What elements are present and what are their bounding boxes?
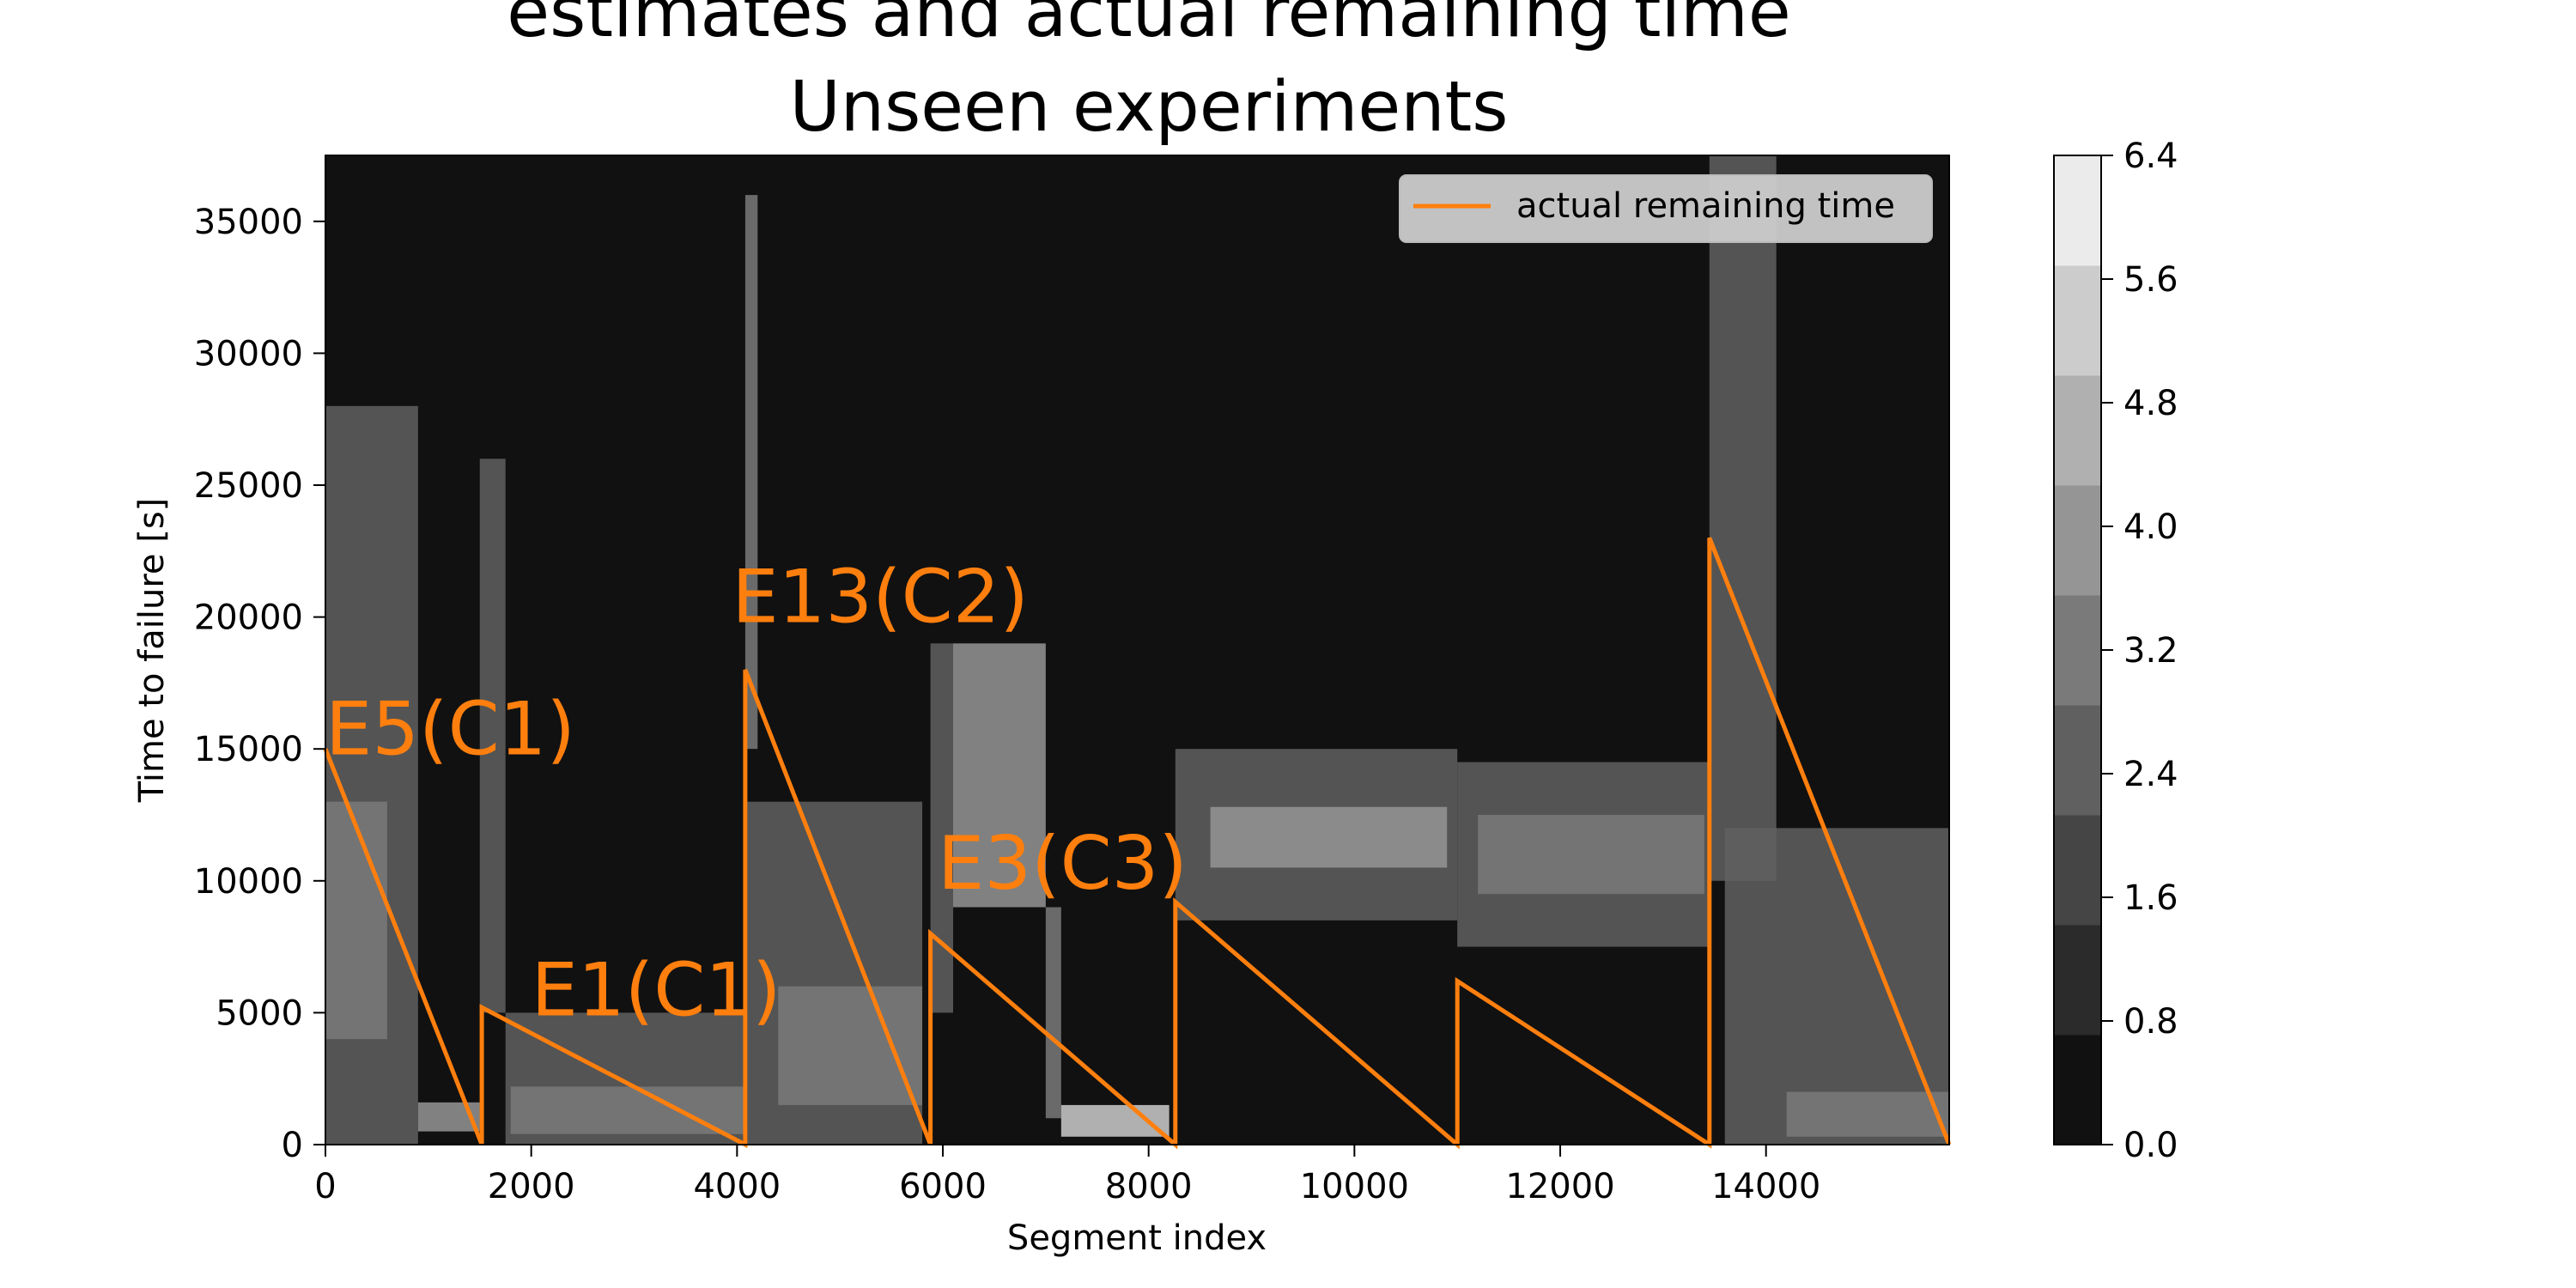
colorbar-level-0	[2054, 1035, 2101, 1145]
colorbar-tick-label-4: 3.2	[2123, 631, 2178, 671]
chart-title-line-2: Unseen experiments	[789, 67, 1508, 148]
annotation-1: E1(C1)	[532, 947, 781, 1033]
y-axis-label: Time to failure [s]	[132, 498, 172, 804]
y-axis: 0 5000 10000 15000 20000 25000 30000 35000	[194, 203, 325, 1165]
y-tick-label-4: 20000	[194, 598, 303, 638]
x-tick-label-5: 10000	[1300, 1167, 1409, 1206]
legend-box	[1399, 174, 1933, 243]
plot-area: E5(C1) E1(C1) E13(C2) E3(C3)	[323, 155, 1952, 1150]
x-tick-label-2: 4000	[693, 1167, 781, 1206]
colorbar: 0.0 0.8 1.6 2.4 3.2 4.0 4.8 5.6 6.4	[2053, 137, 2178, 1165]
heatmap-band-6	[744, 195, 758, 750]
plot-frame	[325, 155, 1950, 1145]
heatmap-band-11	[1045, 907, 1061, 1119]
heatmap-band-8	[778, 986, 923, 1105]
heatmap-band-14	[1210, 806, 1448, 868]
colorbar-level-5	[2054, 485, 2101, 596]
heatmap-band-12	[1060, 1104, 1170, 1137]
colorbar-tick-label-5: 4.0	[2123, 507, 2178, 547]
annotation-3: E3(C3)	[938, 821, 1188, 907]
colorbar-level-4	[2054, 595, 2101, 706]
colorbar-level-1	[2054, 925, 2101, 1036]
actual-remaining-time-series	[323, 537, 1952, 1150]
heatmap-band-17	[1709, 155, 1777, 881]
chart-title-line-1: estimates and actual remaining time	[507, 0, 1790, 53]
colorbar-tick-label-6: 4.8	[2123, 384, 2178, 423]
x-axis: 0 2000 4000 6000 8000 10000 12000 14000	[314, 1145, 1820, 1206]
heatmap-band-19	[1786, 1091, 1949, 1137]
heatmap-band-1	[325, 801, 387, 1040]
y-tick-label-2: 10000	[194, 862, 303, 902]
chart-title: estimates and actual remaining time Unse…	[507, 0, 1790, 148]
colorbar-tick-label-0: 0.0	[2123, 1126, 2178, 1165]
colorbar-level-2	[2054, 815, 2101, 926]
colorbar-tick-label-8: 6.4	[2123, 137, 2178, 176]
legend: actual remaining time	[1399, 174, 1933, 243]
heatmap-band-10	[952, 643, 1046, 908]
y-tick-label-7: 35000	[194, 203, 303, 242]
x-tick-label-6: 12000	[1505, 1167, 1614, 1206]
colorbar-level-6	[2054, 375, 2101, 486]
x-tick-label-3: 6000	[899, 1167, 987, 1206]
annotation-2: E13(C2)	[732, 555, 1029, 641]
y-tick-label-3: 15000	[194, 730, 303, 769]
colorbar-tick-label-2: 1.6	[2123, 878, 2178, 918]
y-tick-label-1: 5000	[216, 993, 303, 1033]
annotation-0: E5(C1)	[325, 686, 575, 772]
y-tick-label-6: 30000	[194, 334, 303, 374]
x-tick-label-1: 2000	[488, 1167, 575, 1206]
colorbar-tick-label-3: 2.4	[2123, 755, 2178, 794]
heatmap-band-3	[479, 459, 506, 1013]
series-line-actual-remaining-time	[323, 537, 1952, 1150]
colorbar-level-7	[2054, 265, 2101, 376]
x-axis-label: Segment index	[1007, 1218, 1267, 1258]
colorbar-level-3	[2054, 705, 2101, 816]
x-tick-label-0: 0	[314, 1167, 336, 1206]
plot-background	[325, 155, 1949, 1145]
x-tick-label-7: 14000	[1711, 1167, 1820, 1206]
legend-label: actual remaining time	[1516, 186, 1895, 226]
x-tick-label-4: 8000	[1105, 1167, 1193, 1206]
heatmap-band-16	[1478, 815, 1704, 895]
y-tick-label-5: 25000	[194, 466, 303, 506]
experiment-annotations: E5(C1) E1(C1) E13(C2) E3(C3)	[325, 555, 1188, 1034]
colorbar-level-8	[2054, 155, 2101, 266]
y-tick-label-0: 0	[282, 1126, 303, 1165]
colorbar-tick-label-7: 5.6	[2123, 260, 2178, 300]
estimate-heatmap	[325, 155, 1949, 1145]
colorbar-tick-label-1: 0.8	[2123, 1002, 2178, 1042]
